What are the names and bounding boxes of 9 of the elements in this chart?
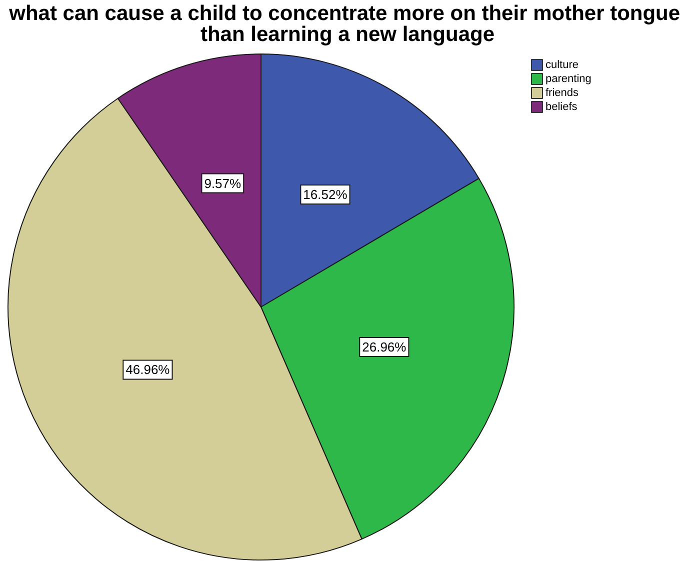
data-label: 9.57% — [204, 176, 242, 191]
data-label: 16.52% — [303, 187, 348, 202]
data-label: 26.96% — [362, 339, 407, 354]
chart-title: what can cause a child to concentrate more on their mother tongue than learning a new language — [8, 2, 686, 46]
legend-label: friends — [546, 87, 580, 99]
legend-label: beliefs — [546, 101, 578, 113]
data-label: 46.96% — [126, 362, 170, 378]
legend-label: parenting — [546, 73, 592, 85]
legend-label: culture — [546, 59, 579, 71]
